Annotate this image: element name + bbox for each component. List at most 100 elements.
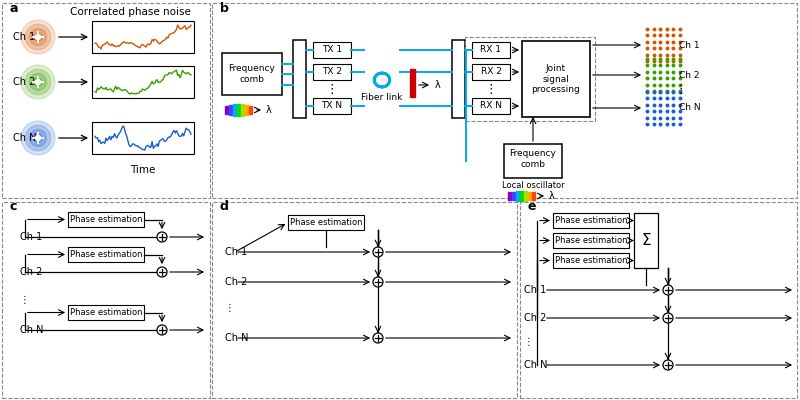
Text: Phase estimation: Phase estimation — [70, 215, 142, 224]
Text: TX 2: TX 2 — [322, 68, 342, 76]
Text: Σ: Σ — [641, 233, 651, 248]
Bar — [508, 192, 511, 200]
Bar — [237, 104, 240, 116]
Text: Phase estimation: Phase estimation — [554, 236, 627, 245]
Text: Ch 1: Ch 1 — [225, 247, 247, 257]
Text: Correlated phase noise: Correlated phase noise — [70, 7, 190, 17]
Bar — [520, 190, 523, 202]
Bar — [229, 105, 232, 115]
Bar — [553, 213, 629, 228]
Bar — [249, 106, 252, 114]
Text: Fiber link: Fiber link — [362, 94, 402, 102]
Circle shape — [663, 313, 673, 323]
Text: RX 1: RX 1 — [481, 46, 502, 54]
Bar — [222, 53, 282, 95]
Circle shape — [373, 333, 383, 343]
Text: RX N: RX N — [480, 102, 502, 110]
Bar — [465, 37, 595, 121]
Circle shape — [21, 121, 55, 155]
Circle shape — [35, 80, 41, 84]
Text: ⋮: ⋮ — [485, 84, 498, 96]
Text: Ch 2: Ch 2 — [20, 267, 42, 277]
Bar — [92, 21, 194, 53]
Text: Phase estimation: Phase estimation — [70, 250, 142, 259]
Bar — [472, 98, 510, 114]
Circle shape — [35, 136, 41, 140]
Text: Frequency
comb: Frequency comb — [510, 149, 557, 169]
Text: a: a — [10, 2, 18, 14]
Text: ⋮: ⋮ — [225, 303, 234, 313]
Bar — [516, 191, 519, 201]
Text: Frequency
comb: Frequency comb — [229, 64, 275, 84]
Circle shape — [35, 34, 41, 40]
Bar — [225, 106, 228, 114]
Text: Ch N: Ch N — [20, 325, 43, 335]
Text: Phase estimation: Phase estimation — [554, 256, 627, 265]
Circle shape — [30, 28, 46, 46]
Text: Ch N: Ch N — [225, 333, 249, 343]
Bar — [522, 41, 590, 117]
Text: Ch 2: Ch 2 — [524, 313, 546, 323]
Text: Ch N: Ch N — [679, 104, 701, 112]
Text: λ: λ — [549, 191, 555, 201]
Bar — [528, 192, 531, 200]
Text: ⋮: ⋮ — [20, 295, 30, 305]
Bar — [553, 253, 629, 268]
Bar — [288, 215, 364, 230]
Circle shape — [26, 125, 50, 151]
Bar — [293, 40, 306, 118]
Circle shape — [157, 232, 167, 242]
Circle shape — [30, 130, 46, 146]
Text: λ: λ — [266, 105, 272, 115]
Text: Joint
signal
processing: Joint signal processing — [532, 64, 580, 94]
Bar — [410, 69, 415, 97]
Bar — [524, 191, 527, 201]
Bar — [472, 64, 510, 80]
Bar — [452, 40, 465, 118]
Bar — [68, 247, 144, 262]
Circle shape — [373, 247, 383, 257]
Circle shape — [30, 74, 46, 90]
Bar — [245, 105, 248, 115]
Text: TX N: TX N — [322, 102, 342, 110]
Text: Ch 1: Ch 1 — [524, 285, 546, 295]
Text: λ: λ — [435, 80, 441, 90]
Text: Phase estimation: Phase estimation — [70, 308, 142, 317]
Text: c: c — [10, 200, 18, 212]
Text: Ch 2: Ch 2 — [225, 277, 247, 287]
Bar — [212, 202, 517, 398]
Bar — [68, 212, 144, 227]
Bar — [532, 192, 535, 200]
Bar — [504, 144, 562, 178]
Circle shape — [34, 33, 42, 41]
Circle shape — [663, 360, 673, 370]
Text: ⋮: ⋮ — [524, 337, 534, 347]
Bar — [313, 98, 351, 114]
Text: e: e — [528, 200, 537, 212]
Bar — [2, 202, 210, 398]
Bar — [520, 202, 797, 398]
Bar — [92, 122, 194, 154]
Bar — [512, 192, 515, 200]
Text: Ch 1: Ch 1 — [13, 32, 35, 42]
Text: Ch 1: Ch 1 — [679, 40, 700, 50]
Text: TX 1: TX 1 — [322, 46, 342, 54]
Bar — [472, 42, 510, 58]
Circle shape — [373, 277, 383, 287]
Bar — [233, 104, 236, 116]
Bar — [212, 3, 797, 198]
Circle shape — [21, 20, 55, 54]
Bar — [68, 305, 144, 320]
Text: Ch 2: Ch 2 — [679, 70, 699, 80]
Circle shape — [157, 267, 167, 277]
Text: Phase estimation: Phase estimation — [554, 216, 627, 225]
Text: d: d — [220, 200, 229, 212]
Circle shape — [34, 134, 42, 142]
Circle shape — [26, 69, 50, 95]
Circle shape — [21, 65, 55, 99]
Text: Ch N: Ch N — [13, 133, 37, 143]
Bar — [313, 42, 351, 58]
Circle shape — [157, 325, 167, 335]
Text: Ch 1: Ch 1 — [20, 232, 42, 242]
Text: Time: Time — [130, 165, 156, 175]
